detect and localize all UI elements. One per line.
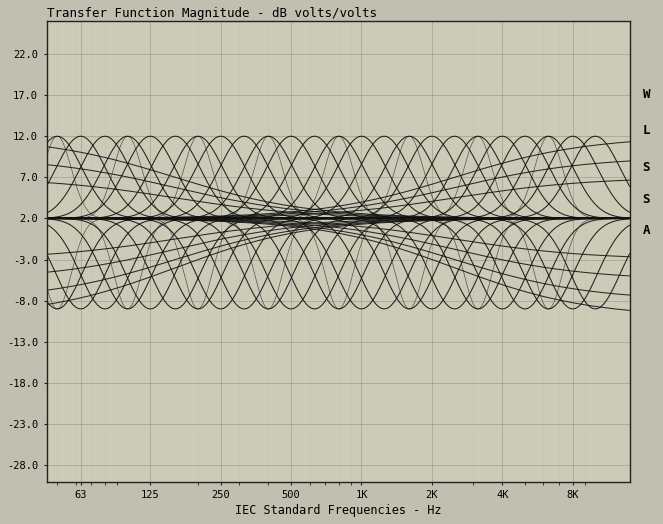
Text: S: S — [642, 161, 650, 174]
X-axis label: IEC Standard Frequencies - Hz: IEC Standard Frequencies - Hz — [235, 504, 442, 517]
Text: W: W — [642, 88, 650, 101]
Text: S: S — [642, 193, 650, 205]
Text: Transfer Function Magnitude - dB volts/volts: Transfer Function Magnitude - dB volts/v… — [46, 7, 377, 20]
Text: L: L — [642, 125, 650, 137]
Text: A: A — [642, 224, 650, 237]
